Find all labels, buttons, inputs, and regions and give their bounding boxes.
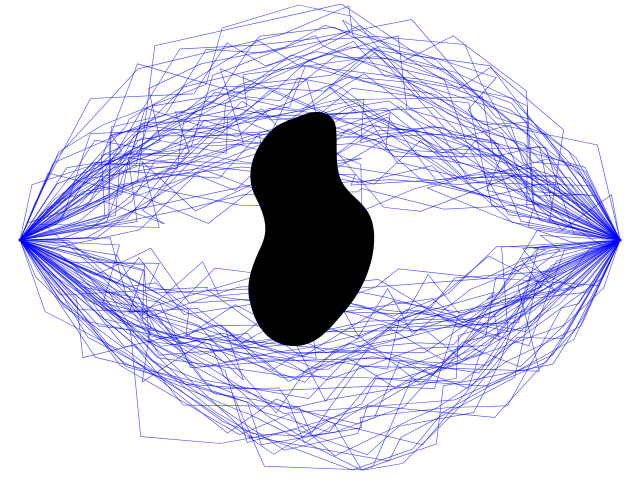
- sampled-path: [19, 86, 621, 241]
- sampled-path: [19, 3, 621, 241]
- sampled-path: [19, 239, 621, 451]
- sampled-path: [19, 56, 621, 241]
- sampled-path: [19, 76, 621, 241]
- sampled-path: [19, 41, 621, 241]
- sampled-path: [19, 26, 621, 241]
- sampled-path: [19, 239, 621, 457]
- sampled-path: [19, 118, 621, 241]
- start-point: [18, 238, 22, 242]
- sampled-path: [19, 239, 621, 391]
- sampled-path: [19, 19, 621, 241]
- sampled-path: [19, 239, 621, 456]
- sampled-path: [19, 19, 621, 241]
- sampled-path: [19, 239, 621, 471]
- sampled-path: [19, 239, 621, 370]
- sampled-path: [19, 239, 621, 438]
- sampled-path: [19, 54, 621, 241]
- sampled-path: [19, 157, 621, 241]
- sampled-path: [19, 239, 621, 385]
- sampled-path: [19, 239, 621, 471]
- sampled-path: [19, 158, 621, 241]
- sampled-path: [19, 4, 621, 241]
- sampled-path: [19, 239, 621, 399]
- obstacle-blob: [248, 112, 375, 346]
- sampled-path: [19, 239, 621, 443]
- sampled-path: [19, 239, 621, 381]
- sampled-path: [19, 239, 621, 360]
- sampled-path: [19, 91, 621, 241]
- sampled-path: [19, 128, 621, 241]
- sampled-path: [19, 46, 621, 241]
- sampled-path: [19, 35, 621, 241]
- sampled-path: [19, 87, 621, 241]
- sampled-path: [19, 239, 621, 437]
- sampled-path: [19, 239, 621, 414]
- sampled-path: [19, 73, 621, 241]
- sampled-path: [19, 239, 621, 353]
- sampled-path: [19, 188, 621, 241]
- sampled-path: [19, 239, 621, 471]
- sampled-path: [19, 239, 621, 414]
- path-set: [19, 3, 621, 471]
- sampled-path: [19, 239, 621, 389]
- sampled-path: [19, 36, 621, 241]
- sampled-path: [19, 126, 621, 241]
- sampled-path: [19, 90, 621, 241]
- goal-point: [618, 238, 622, 242]
- sampled-path: [19, 68, 621, 241]
- sampled-path: [19, 239, 621, 381]
- sampled-path: [19, 56, 621, 241]
- sampled-path: [19, 155, 621, 241]
- sampled-path: [19, 239, 621, 375]
- sampled-path: [19, 46, 621, 241]
- sampled-path: [19, 98, 621, 241]
- sampled-path: [19, 239, 621, 455]
- sampled-path: [19, 65, 621, 241]
- sampled-path: [19, 42, 621, 241]
- sampled-path: [19, 239, 621, 471]
- sampled-path: [19, 239, 621, 444]
- sampled-path: [19, 5, 621, 241]
